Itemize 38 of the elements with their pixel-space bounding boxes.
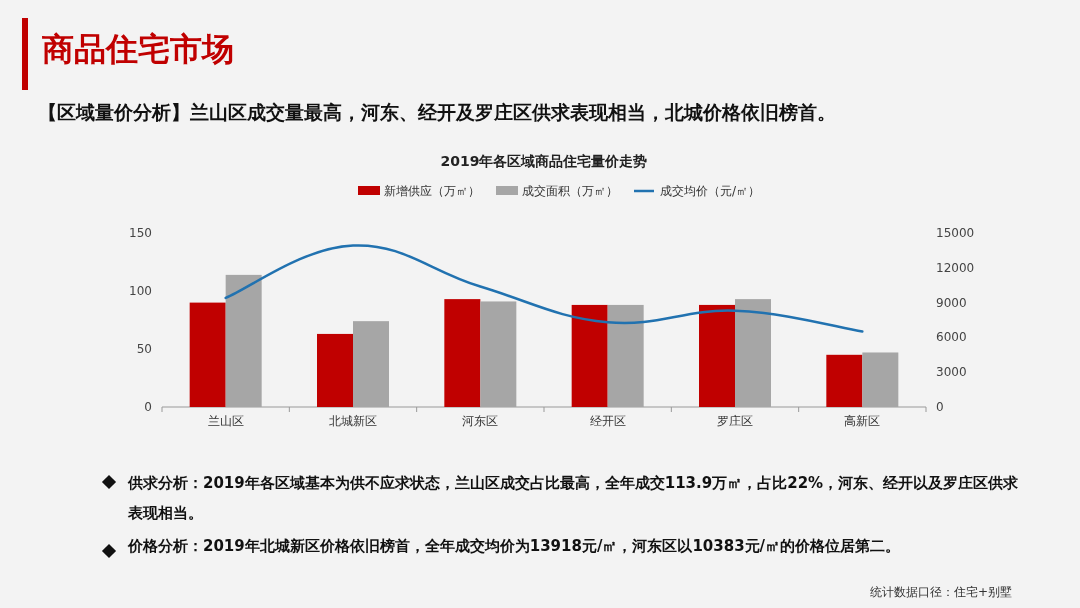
x-tick-label: 北城新区 (329, 414, 377, 428)
y2-tick-label: 12000 (936, 260, 975, 275)
bar (480, 301, 517, 407)
x-tick-label: 经开区 (589, 414, 626, 428)
bar (699, 304, 735, 407)
x-tick-label: 罗庄区 (717, 414, 753, 428)
x-tick-label: 兰山区 (207, 414, 244, 428)
bar (735, 299, 771, 407)
legend-label: 新增供应（万㎡） (384, 184, 480, 198)
bar (826, 354, 863, 407)
text: 商品住宅市场 (42, 29, 235, 70)
y2-tick-label: 0 (936, 400, 944, 414)
y2-tick-label: 9000 (936, 295, 967, 310)
bar (862, 352, 899, 407)
chart-title: 2019年各区域商品住宅量价走势 (440, 153, 648, 169)
bar (353, 321, 389, 407)
y-tick-label: 0 (144, 400, 152, 414)
bar (189, 302, 226, 407)
legend-label: 成交面积（万㎡） (522, 184, 618, 198)
bar (571, 304, 608, 407)
y-tick-label: 50 (136, 342, 152, 356)
bar (317, 333, 353, 407)
bar (444, 299, 481, 407)
y-tick-label: 150 (129, 226, 152, 240)
y2-tick-label: 15000 (936, 226, 975, 240)
line-series (224, 244, 864, 333)
bar (607, 304, 644, 407)
text: 【区域量价分析】兰山区成交量最高，河东、经开及罗庄区供求表现相当，北城价格依旧榜首。 (38, 100, 837, 125)
text: 供求分析：2019年各区域基本为供不应求状态，兰山区成交占比最高，全年成交113.9万㎡，占比22%，河东、经开以及罗庄区供求表现相当。 (128, 473, 1020, 524)
x-tick-label: 高新区 (844, 414, 881, 428)
legend-label: 成交均价（元/㎡） (660, 184, 761, 198)
x-tick-label: 河东区 (462, 414, 499, 428)
bar (225, 274, 262, 407)
text: 价格分析：2019年北城新区价格依旧榜首，全年成交均价为13918元/㎡，河东区以10383元/㎡的价格位居第二。 (128, 537, 902, 556)
y2-tick-label: 6000 (936, 330, 967, 345)
y-tick-label: 100 (129, 284, 152, 298)
y2-tick-label: 3000 (936, 365, 967, 380)
text: 统计数据口径：住宅+别墅 (870, 584, 1014, 601)
